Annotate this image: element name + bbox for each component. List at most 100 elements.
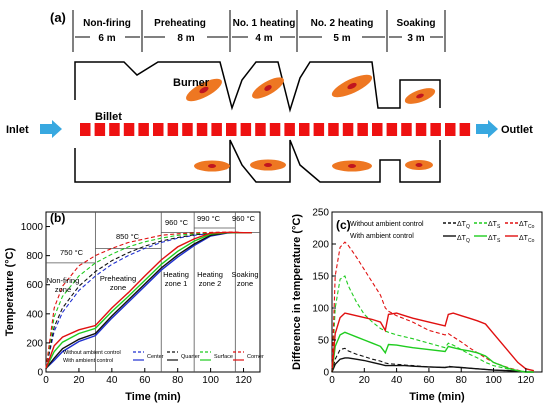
chart-c: 0 20 40 60 80 100 120 0 50 100 150 200 250 (c) Witho… — [291, 208, 543, 403]
y-tick-label: 0 — [323, 368, 329, 379]
billet-row — [80, 123, 471, 136]
billet-block — [430, 123, 441, 136]
billet-block — [211, 123, 222, 136]
x-tick-label: 20 — [73, 375, 85, 386]
legend-dtq-label-2: ΔTQ — [457, 235, 470, 244]
billet-block — [80, 123, 91, 136]
zone-header — [72, 10, 446, 52]
series-line — [45, 231, 252, 369]
zone-label-heating-1-2: zone 1 — [165, 279, 188, 288]
axis-ticks: 0 20 40 60 80 100 120 0 50 100 150 200 250 — [312, 208, 534, 387]
legend-center-label: Center — [147, 354, 164, 360]
plot-frame — [45, 211, 261, 373]
y-tick-label: 100 — [312, 304, 329, 315]
zone-length-heating-2: 5 m — [333, 33, 350, 44]
legend-quarter-label: Quarter — [181, 354, 200, 360]
series-line — [45, 231, 252, 369]
zone-label-non-firing-2: zone — [55, 285, 71, 294]
billet-block — [459, 123, 471, 136]
series-lines — [331, 241, 535, 373]
billet-block — [240, 123, 252, 136]
x-tick-label: 20 — [359, 375, 371, 386]
x-tick-label: 120 — [235, 375, 252, 386]
setpoint-label-2: 850 °C — [116, 232, 140, 241]
inlet-label: Inlet — [6, 124, 29, 136]
series-line — [331, 241, 534, 373]
y-tick-label: 800 — [26, 251, 43, 262]
zone-label-soaking-2: zone — [237, 279, 253, 288]
billet-block — [94, 123, 106, 136]
legend-dtco-label-2: ΔTCo — [519, 235, 535, 244]
series-lines — [45, 231, 252, 369]
legend-dtq-label: ΔTQ — [457, 221, 470, 230]
zone-length-soaking: 3 m — [407, 33, 424, 44]
series-line — [331, 331, 534, 373]
setpoint-label-5: 960 °C — [232, 214, 256, 223]
billet-block — [401, 123, 412, 136]
billet-block — [226, 123, 237, 136]
furnace-bottom-wall — [74, 139, 441, 183]
y-axis-label: Difference in temperature (°C) — [291, 214, 303, 370]
zone-label-heating-1: Heating — [163, 270, 189, 279]
x-tick-label: 120 — [518, 375, 535, 386]
axis-ticks: 0 20 40 60 80 100 120 0 200 400 600 800 1000 — [21, 222, 253, 386]
burner-label: Burner — [173, 77, 210, 89]
flame-core — [348, 164, 356, 168]
billet-block — [415, 123, 427, 136]
x-tick-label: 60 — [139, 375, 151, 386]
zone-label-heating-2: Heating — [197, 270, 223, 279]
zone-name-preheating: Preheating — [154, 18, 206, 29]
legend-surface-label: Surface — [214, 354, 233, 360]
panel-c-label: (c) — [336, 218, 351, 232]
x-axis-label: Time (min) — [125, 391, 181, 403]
zone-length-heating-1: 4 m — [255, 33, 272, 44]
burner-flames — [186, 74, 436, 172]
billet-block — [284, 123, 295, 136]
legend-dtco-label: ΔTCo — [519, 221, 535, 230]
flame-core — [416, 93, 424, 99]
flame-core — [208, 164, 216, 168]
inlet-arrow-icon — [40, 120, 62, 138]
series-line — [331, 312, 535, 373]
billet-block — [328, 123, 339, 136]
y-tick-label: 150 — [312, 272, 329, 283]
x-tick-label: 100 — [485, 375, 502, 386]
zone-label-heating-2-2: zone 2 — [199, 279, 222, 288]
billet-block — [153, 123, 164, 136]
zone-name-heating-1: No. 1 heating — [233, 18, 296, 29]
billet-block — [299, 123, 310, 136]
flame-core — [264, 85, 272, 91]
billet-block — [313, 123, 325, 136]
setpoint-label-3: 960 °C — [165, 218, 189, 227]
y-tick-label: 200 — [26, 338, 43, 349]
billet-block — [357, 123, 368, 136]
legend-dts-label-2: ΔTS — [488, 235, 501, 244]
y-tick-label: 0 — [37, 368, 43, 379]
legend: Without ambient control With ambient con… — [63, 350, 264, 364]
x-axis-label: Time (min) — [409, 391, 465, 403]
billet-block — [109, 123, 120, 136]
zone-name-heating-2: No. 2 heating — [311, 18, 374, 29]
panel-b-label: (b) — [50, 211, 65, 225]
x-tick-label: 40 — [391, 375, 403, 386]
x-tick-label: 60 — [423, 375, 435, 386]
legend-row-1-label: Without ambient control — [63, 350, 121, 356]
outlet-label: Outlet — [501, 124, 533, 136]
legend-row-2-label: With ambient control — [63, 358, 113, 364]
y-tick-label: 250 — [312, 208, 329, 219]
zone-label-non-firing: Non-firing — [47, 276, 80, 285]
setpoint-label-1: 750 °C — [60, 248, 84, 257]
legend: Without ambient control With ambient con… — [350, 221, 535, 244]
billet-block — [342, 123, 354, 136]
billet-block — [123, 123, 135, 136]
zone-label-preheating-2: zone — [110, 283, 126, 292]
plot-frame — [331, 211, 543, 373]
flame-core — [415, 163, 423, 167]
billet-block — [182, 123, 193, 136]
zone-name-soaking: Soaking — [397, 18, 436, 29]
x-tick-label: 80 — [456, 375, 468, 386]
outlet-arrow-icon — [476, 120, 498, 138]
y-tick-label: 50 — [318, 336, 330, 347]
billet-block — [386, 123, 398, 136]
chart-b: 0 20 40 60 80 100 120 0 200 400 600 800 1000 (b) 750… — [4, 211, 264, 403]
